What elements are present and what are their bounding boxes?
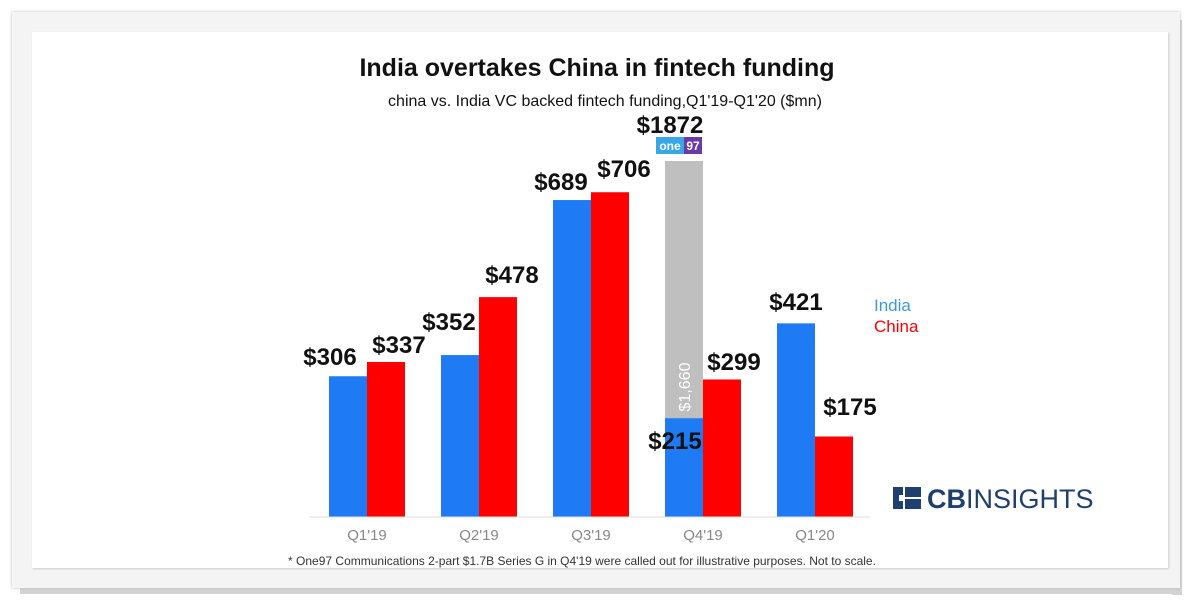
badge-right-text: 97 [686, 139, 700, 153]
legend-india: India [874, 296, 911, 315]
bar-india [665, 418, 703, 517]
x-tick-labels: Q1'19 Q2'19 Q3'19 Q4'19 Q1'20 [347, 527, 835, 544]
value-label-india: $689 [534, 169, 587, 196]
x-tick-label: Q1'20 [795, 527, 835, 544]
x-tick-label: Q1'19 [347, 527, 387, 544]
bar-callout-one97 [665, 161, 703, 419]
bar-china [591, 192, 629, 518]
footnote: * One97 Communications 2-part $1.7B Seri… [288, 554, 876, 568]
value-label-china: $706 [597, 156, 650, 183]
bar-china [479, 297, 517, 517]
value-label-china: $175 [823, 394, 876, 421]
value-label-china: $337 [372, 332, 425, 359]
cbinsights-logo-icon [893, 487, 921, 509]
bar-china [815, 436, 853, 517]
x-tick-label: Q4'19 [683, 527, 723, 544]
chart-title: India overtakes China in fintech funding [359, 54, 834, 82]
value-label-india: $421 [769, 289, 822, 316]
value-label-india: $306 [303, 344, 356, 371]
svg-text:CBINSIGHTS: CBINSIGHTS [927, 484, 1094, 514]
x-tick-label: Q3'19 [571, 527, 611, 544]
legend-china: China [874, 317, 919, 336]
value-label-india: $352 [422, 309, 475, 336]
legend: India China [874, 296, 919, 336]
value-label-india: $215 [648, 428, 701, 455]
badge-left-text: one [659, 139, 681, 153]
bars-group [329, 192, 853, 518]
one97-callout: $1,660 one 97$1872 [637, 112, 704, 419]
bar-china [703, 379, 741, 517]
value-labels-group: $306 $352 $689 $215 $421 $337 $478 $706 $299 $175 [303, 156, 876, 455]
logo-insights-text: INSIGHTS [966, 484, 1094, 514]
logo-cb-text: CB [927, 484, 966, 514]
chart-subtitle: china vs. India VC backed fintech fundin… [388, 93, 822, 110]
bar-india [441, 355, 479, 517]
frame-shadow-bottom [20, 584, 1182, 594]
bar-china [367, 361, 405, 517]
callout-total-label: $1872 [637, 112, 704, 139]
bar-india [329, 376, 367, 517]
badge-left-bg [656, 137, 684, 154]
badge-right-bg [684, 137, 702, 154]
value-label-china: $299 [707, 349, 760, 376]
x-tick-label: Q2'19 [459, 527, 499, 544]
value-label-china: $478 [485, 262, 538, 289]
callout-inner-label: $1,660 [677, 362, 694, 411]
bar-india [777, 323, 815, 517]
bar-india [553, 200, 591, 517]
cbinsights-logo: CBINSIGHTS [893, 484, 1094, 514]
